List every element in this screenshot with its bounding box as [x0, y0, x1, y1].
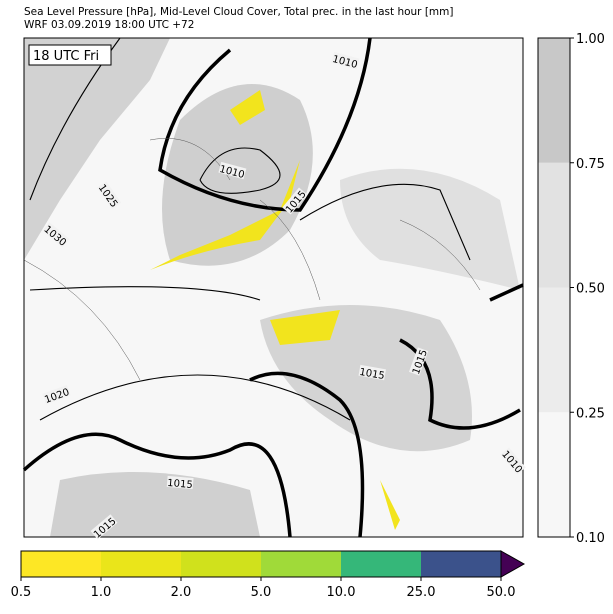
contour-label-bg [166, 475, 194, 490]
colorbar-segment [341, 551, 421, 577]
contour-label-bg [358, 364, 387, 381]
contour-label-bg [408, 347, 429, 376]
contour-label-bg [42, 222, 70, 248]
precip-area [150, 160, 300, 270]
cloud-area [24, 38, 170, 260]
colorbar-tick-label: 1.00 [576, 32, 605, 47]
colorbar-segment [538, 162, 570, 288]
cloud-area [340, 168, 520, 290]
subtitle: WRF 03.09.2019 18:00 UTC +72 [24, 19, 194, 31]
contour-label-bg [42, 384, 71, 405]
colorbar-segment [538, 287, 570, 413]
contour-label: 1015 [358, 367, 385, 382]
contour-label-bg [90, 514, 118, 540]
isobar [29, 37, 471, 421]
coastline [23, 138, 481, 381]
colorbar-segment [261, 551, 341, 577]
colorbar-segment [538, 38, 570, 163]
contour-label-bg [331, 51, 360, 70]
colorbar-tick-label: 50.0 [487, 585, 516, 600]
colorbar-tick-label: 0.50 [576, 282, 605, 297]
contour-label-bg [97, 181, 122, 209]
isobar [22, 37, 524, 538]
colorbar-tick-label: 0.10 [576, 531, 605, 546]
map: 18 UTC Fri [22, 37, 524, 538]
colorbar-tick-label: 0.75 [576, 157, 605, 172]
contour-label-bg [218, 161, 247, 180]
colorbar-segment [101, 551, 181, 577]
colorbar-segment [421, 551, 501, 577]
colorbar-tick-label: 2.0 [171, 585, 192, 600]
colorbar-tick-label: 10.0 [327, 585, 356, 600]
time-label: 18 UTC Fri [33, 49, 99, 64]
colorbar-tick-label: 0.5 [11, 585, 32, 600]
colorbar-tick-label: 25.0 [407, 585, 436, 600]
colorbar-tick-label: 0.25 [576, 406, 605, 421]
colorbar-segment [21, 551, 101, 577]
contour-label-bg [500, 447, 526, 475]
cloud-area [50, 472, 260, 537]
colorbar-tick-label: 5.0 [251, 585, 272, 600]
time-label-box [28, 44, 112, 66]
precip-area [230, 90, 400, 530]
map-frame [23, 37, 524, 538]
colorbar-segment [181, 551, 261, 577]
colorbar-extension [500, 550, 526, 578]
colorbar-segment [538, 412, 570, 537]
title: Sea Level Pressure [hPa], Mid-Level Clou… [24, 6, 454, 18]
colorbar-tick-label: 1.0 [91, 585, 112, 600]
contour-label-bg [282, 187, 308, 215]
contour-label: 1015 [167, 478, 193, 491]
